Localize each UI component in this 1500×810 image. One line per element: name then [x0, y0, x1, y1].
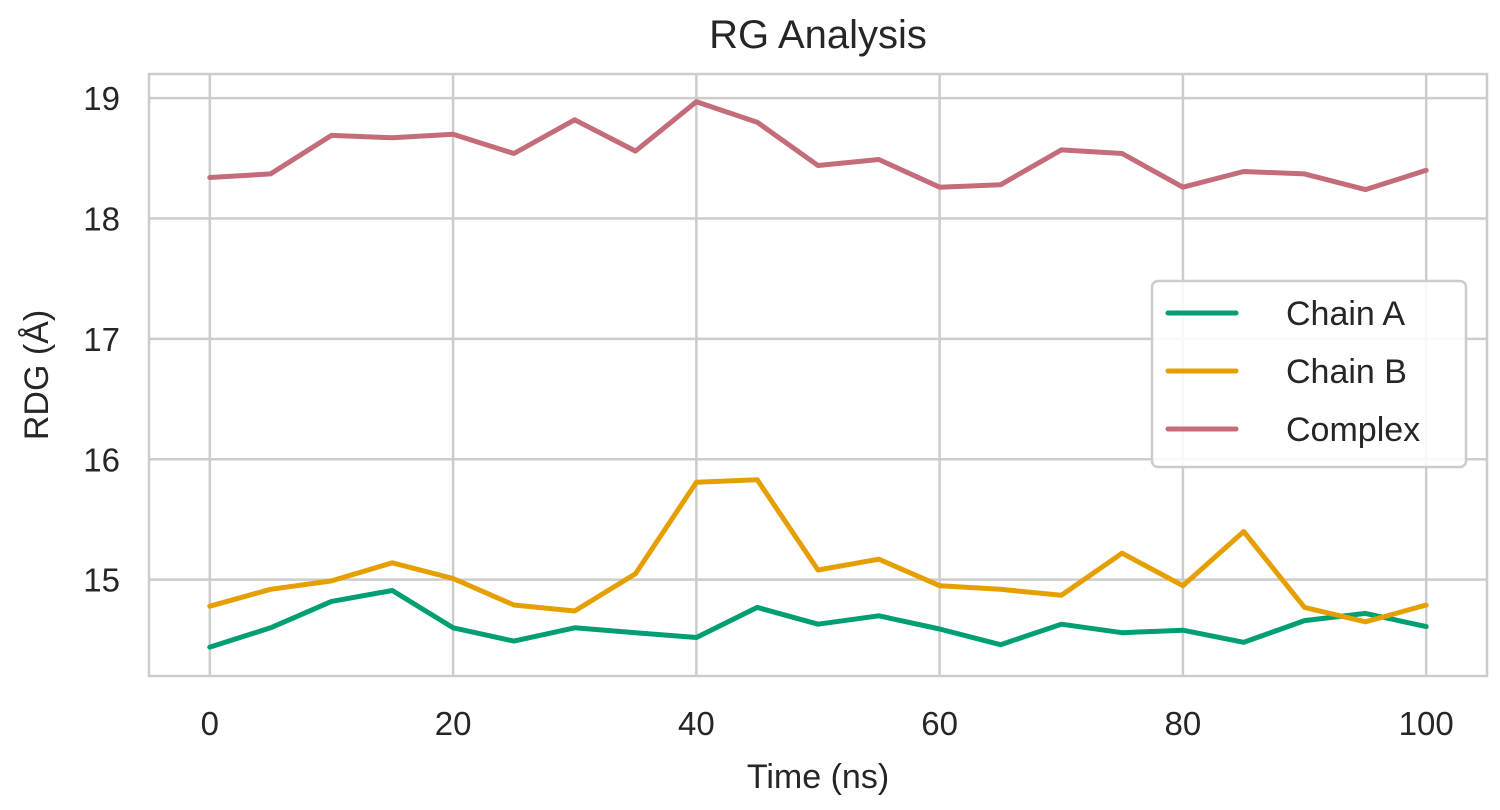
- series-line-chain-a: [207, 588, 1429, 650]
- legend-label: Complex: [1286, 411, 1420, 449]
- legend-box: [1150, 279, 1468, 469]
- x-tick-label: 100: [1399, 705, 1454, 742]
- chart-title: RG Analysis: [709, 13, 927, 57]
- x-tick-label: 40: [678, 705, 715, 742]
- y-axis-title: RDG (Å): [18, 310, 56, 440]
- x-tick-label: 80: [1165, 705, 1202, 742]
- legend: Chain A Chain B Complex: [1150, 279, 1468, 469]
- series-lines: [207, 99, 1429, 650]
- x-tick-label: 20: [435, 705, 472, 742]
- y-tick-label: 17: [83, 321, 120, 358]
- y-tick-label: 19: [83, 80, 120, 117]
- series-line-complex: [207, 99, 1429, 193]
- legend-label: Chain A: [1286, 295, 1405, 333]
- x-tick-label: 60: [921, 705, 958, 742]
- y-tick-label: 18: [83, 200, 120, 237]
- y-tick-label: 15: [83, 562, 120, 599]
- x-tick-labels: 0 20 40 60 80 100: [201, 705, 1454, 742]
- series-line-chain-b: [207, 477, 1429, 625]
- x-tick-label: 0: [201, 705, 219, 742]
- legend-label: Chain B: [1286, 353, 1407, 391]
- y-tick-labels: 15 16 17 18 19: [83, 80, 120, 599]
- plot-frame: [147, 72, 1489, 678]
- x-axis-title: Time (ns): [747, 758, 889, 796]
- y-tick-label: 16: [83, 441, 120, 478]
